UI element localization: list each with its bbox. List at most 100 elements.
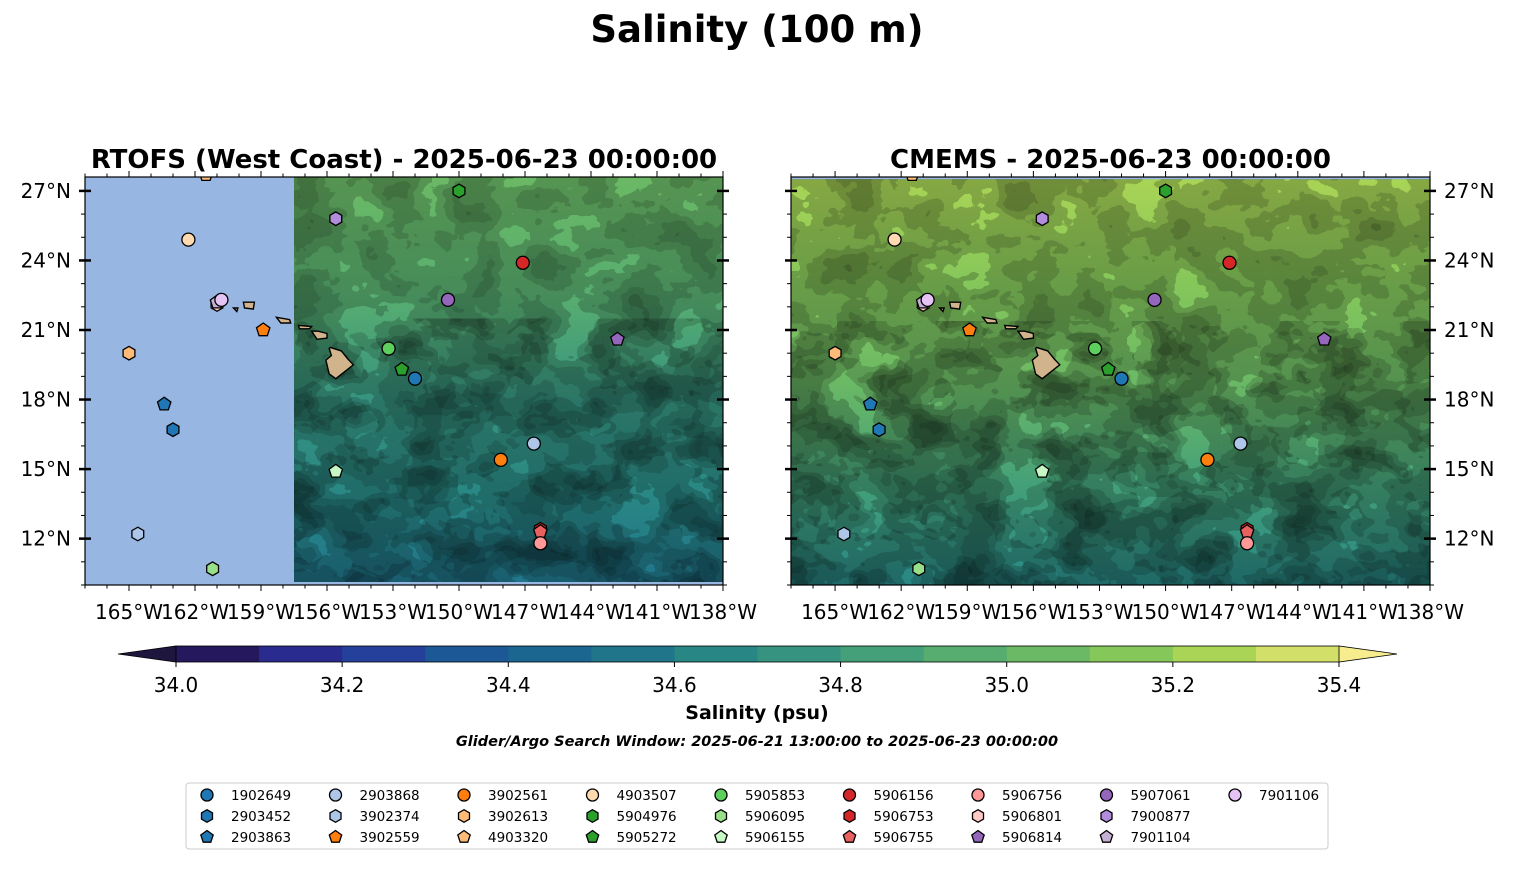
float-5906156-marker: [1222, 255, 1237, 270]
island-3: [297, 324, 314, 330]
legend-marker: [1100, 808, 1113, 824]
float-3902561-marker: [1200, 452, 1215, 467]
colorbar-segment: [176, 646, 260, 662]
colorbar-segment: [1089, 646, 1174, 662]
colorbar-tick-label: 34.6: [652, 673, 697, 697]
x-tick-label: 150°W: [1132, 600, 1200, 624]
figure-title: Salinity (100 m): [590, 8, 923, 51]
x-tick-label: 147°W: [491, 600, 559, 624]
legend-entry-label: 5906755: [874, 830, 934, 846]
float-2903452-marker: [872, 422, 886, 438]
y-tick-label: 21°N: [21, 318, 71, 342]
y-tick-label: 24°N: [21, 248, 71, 272]
float-3902374-marker: [131, 526, 145, 542]
map-panel-1: RTOFS (West Coast) - 2025-06-23 00:00:00…: [21, 145, 758, 624]
map-panel-2: CMEMS - 2025-06-23 00:00:00 165°W162°W159…: [785, 145, 1494, 624]
y-tick-label: 18°N: [1444, 388, 1494, 412]
island-1: [1031, 346, 1061, 380]
float-5905272-marker: [1100, 361, 1116, 376]
legend-entry-label: 5906155: [745, 830, 805, 846]
panel-title: CMEMS - 2025-06-23 00:00:00: [890, 145, 1331, 175]
colorbar-tick-label: 35.2: [1151, 673, 1196, 697]
legend-marker: [585, 829, 600, 843]
colorbar-tick-label: 35.0: [984, 673, 1029, 697]
float-2903863-marker: [862, 396, 878, 411]
legend-marker: [328, 788, 343, 802]
colorbar-segment: [757, 646, 842, 662]
island-5: [242, 301, 256, 310]
x-tick-label: 162°W: [161, 600, 229, 624]
colorbar-segment: [674, 646, 758, 662]
float-4903320-marker: [200, 177, 212, 182]
float-1902649-marker: [407, 371, 423, 386]
colorbar: 34.0 34.2 34.4 34.6 34.8 35.0 35.2 35.4: [117, 645, 1398, 697]
colorbar-segment: [342, 646, 426, 662]
legend-entry-label: 5906156: [874, 788, 934, 804]
colorbar-tick-label: 35.4: [1317, 673, 1362, 697]
legend-entry-label: 2903452: [231, 809, 291, 825]
legend-entry-label: 2903868: [360, 788, 420, 804]
legend-entry-label: 4903507: [617, 788, 677, 804]
legend-entry-label: 3902374: [360, 809, 420, 825]
colorbar-tick-label: 34.4: [486, 673, 531, 697]
legend-entry-label: 3902613: [488, 809, 548, 825]
island-4: [981, 316, 998, 324]
x-tick-label: 150°W: [425, 600, 493, 624]
legend-marker: [971, 788, 985, 802]
legend-marker: [714, 829, 728, 843]
x-tick-label: 162°W: [867, 600, 935, 624]
colorbar-segment: [840, 646, 925, 662]
float-5906155-marker: [328, 463, 344, 478]
y-tick-label: 27°N: [21, 179, 71, 203]
y-tick-label: 12°N: [21, 527, 71, 551]
legend-entry-label: 1902649: [231, 788, 291, 804]
float-2903868-marker: [1233, 436, 1248, 451]
y-tick-label: 24°N: [1444, 248, 1494, 272]
colorbar-tick-label: 34.2: [320, 673, 365, 697]
legend-entry-label: 4903320: [488, 830, 548, 846]
legend-entry-label: 5904976: [617, 809, 677, 825]
legend-entry-label: 5906814: [1002, 830, 1062, 846]
legend-entry-label: 5907061: [1131, 788, 1191, 804]
legend-marker: [457, 808, 471, 824]
island-2: [310, 330, 328, 341]
x-tick-label: 141°W: [1330, 600, 1398, 624]
float-5905853-marker: [1087, 341, 1103, 356]
float-2903863-marker: [156, 396, 172, 411]
map-frame: [84, 176, 724, 586]
x-tick-label: 138°W: [1396, 600, 1464, 624]
legend-marker: [200, 829, 214, 843]
legend-marker: [585, 788, 600, 802]
float-1902649-marker: [1114, 371, 1129, 386]
y-tick-label: 15°N: [1444, 457, 1494, 481]
float-3902561-marker: [493, 452, 508, 467]
x-tick-label: 147°W: [1198, 600, 1266, 624]
float-5906095-marker: [912, 561, 926, 577]
x-tick-label: 153°W: [359, 600, 427, 624]
float-3902559-marker: [962, 322, 977, 337]
legend-entry-label: 5906756: [1002, 788, 1062, 804]
legend-entry-label: 5906095: [745, 809, 805, 825]
colorbar-label: Salinity (psu): [685, 702, 828, 724]
colorbar-segment: [591, 646, 675, 662]
island-6: [938, 307, 946, 313]
float-4903320-marker: [906, 177, 919, 182]
float-5906756-marker: [533, 536, 548, 551]
float-3902374-marker: [837, 526, 851, 542]
float-5907061-marker: [440, 292, 456, 308]
legend-entry-label: 7901106: [1259, 788, 1319, 804]
legend-entry-label: 5906801: [1002, 809, 1062, 825]
colorbar-segment: [1006, 646, 1091, 662]
x-tick-label: 156°W: [293, 600, 361, 624]
legend-entry-label: 7900877: [1131, 809, 1191, 825]
float-5905272-marker: [394, 361, 410, 376]
x-tick-label: 165°W: [95, 600, 163, 624]
float-5906156-marker: [515, 255, 530, 270]
legend-marker: [842, 788, 857, 802]
float-5905853-marker: [381, 341, 396, 356]
x-tick-label: 141°W: [623, 600, 691, 624]
legend-entry-label: 3902561: [488, 788, 548, 804]
colorbar-under-extension: [117, 645, 177, 663]
colorbar-segment: [425, 646, 509, 662]
float-7900877-marker: [329, 211, 343, 227]
